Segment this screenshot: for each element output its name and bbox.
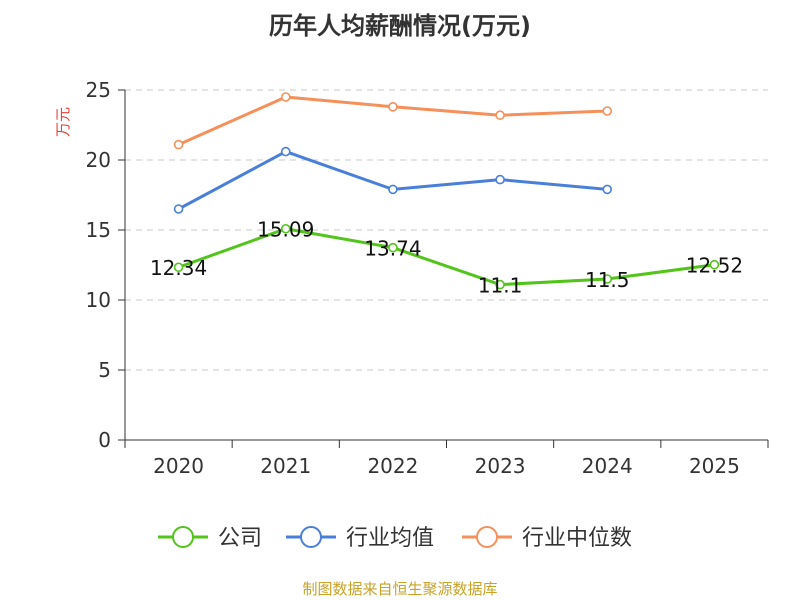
data-point bbox=[495, 174, 505, 185]
legend-marker bbox=[172, 526, 194, 548]
legend-label: 行业均值 bbox=[346, 526, 434, 551]
x-tick-label: 2023 bbox=[475, 454, 526, 478]
series-lines bbox=[173, 92, 720, 290]
data-point bbox=[602, 184, 613, 195]
legend-item-1[interactable]: 行业均值 bbox=[286, 526, 434, 551]
data-point bbox=[173, 262, 184, 273]
data-label: 12.52 bbox=[686, 254, 743, 278]
series-1 bbox=[173, 146, 613, 214]
series-0 bbox=[173, 223, 720, 290]
grid-lines bbox=[125, 89, 768, 371]
data-label: 11.1 bbox=[478, 274, 523, 298]
data-point bbox=[709, 259, 720, 270]
y-tick-label: 15 bbox=[86, 218, 111, 242]
x-tick-label: 2020 bbox=[153, 454, 204, 478]
data-point bbox=[388, 184, 398, 195]
data-label: 11.5 bbox=[585, 268, 630, 292]
legend-label: 行业中位数 bbox=[522, 526, 632, 551]
data-point bbox=[495, 279, 505, 290]
y-tick-label: 0 bbox=[98, 428, 111, 452]
legend-marker bbox=[476, 526, 498, 548]
data-point bbox=[388, 242, 398, 253]
data-point bbox=[602, 274, 613, 284]
legend[interactable]: 公司 行业均值 行业中位数 bbox=[158, 526, 632, 551]
chart-title: 历年人均薪酬情况(万元) bbox=[269, 12, 531, 40]
data-point bbox=[388, 102, 398, 112]
legend-item-2[interactable]: 行业中位数 bbox=[462, 526, 632, 551]
data-point bbox=[280, 223, 291, 234]
series-2 bbox=[173, 92, 613, 150]
data-label: 12.34 bbox=[150, 256, 207, 280]
y-tick-label: 25 bbox=[86, 78, 111, 102]
source-note: 制图数据来自恒生聚源数据库 bbox=[302, 580, 498, 598]
data-label: 13.74 bbox=[364, 237, 421, 261]
data-point bbox=[280, 146, 291, 157]
data-point bbox=[173, 139, 184, 150]
data-point bbox=[173, 204, 184, 214]
legend-label: 公司 bbox=[218, 526, 262, 551]
series-line bbox=[178, 227, 715, 287]
legend-marker bbox=[300, 526, 322, 548]
y-tick-label: 20 bbox=[86, 148, 111, 172]
x-tick-label: 2024 bbox=[582, 454, 633, 478]
y-tick-label: 5 bbox=[98, 358, 111, 382]
x-tick-label: 2022 bbox=[367, 454, 418, 478]
legend-item-0[interactable]: 公司 bbox=[158, 526, 262, 551]
data-point bbox=[280, 92, 291, 102]
data-label: 15.09 bbox=[257, 218, 314, 242]
data-point bbox=[602, 106, 613, 116]
x-tick-label: 2021 bbox=[260, 454, 311, 478]
x-tick-label: 2025 bbox=[689, 454, 740, 478]
y-axis-label: 万元 bbox=[54, 107, 72, 137]
y-tick-label: 10 bbox=[86, 288, 111, 312]
data-point bbox=[495, 110, 505, 120]
data-labels: 12.34 15.09 13.74 11.1 11.5 12.52 bbox=[150, 218, 743, 298]
